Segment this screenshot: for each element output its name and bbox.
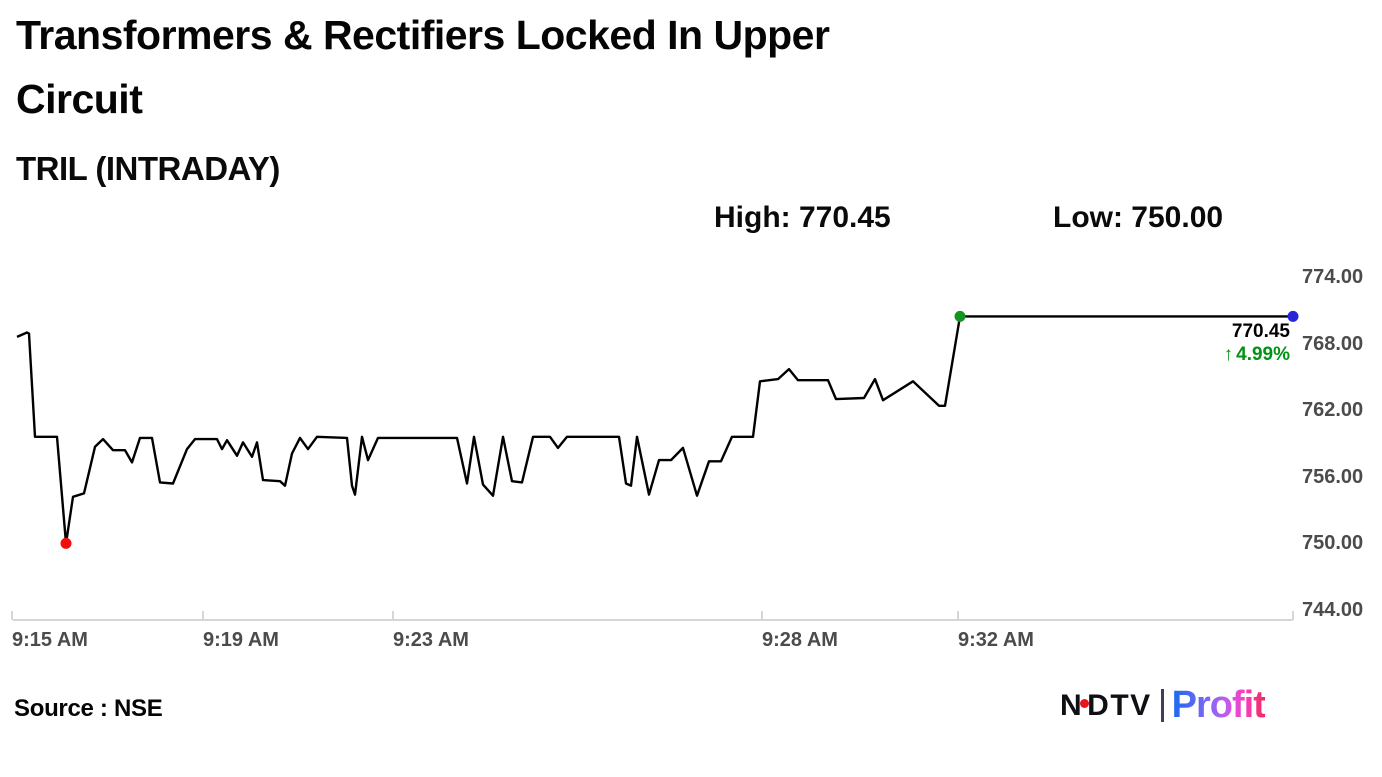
last-price-annotation: 770.45 ↑ 4.99% [1221,321,1290,364]
y-tick-label: 774.00 [1302,266,1364,288]
ndtv-letters-dtv: DTV [1087,688,1152,722]
page-title-line1: Transformers & Rectifiers Locked In Uppe… [16,12,830,58]
price-line [16,315,1293,545]
y-tick-label: 762.00 [1302,399,1364,422]
change-percent: 4.99% [1236,344,1290,365]
high-value-label: High: 770.45 [714,201,891,234]
last-point-marker [1287,310,1299,322]
logo-separator-bar [1160,689,1164,722]
ndtv-red-dot-icon [1080,699,1090,708]
page-title-line2: Circuit [16,76,143,122]
x-tick-label: 9:15 AM [12,629,88,651]
profit-wordmark: Profit [1171,684,1266,726]
source-attribution: Source : NSE [14,695,163,722]
x-tick-label: 9:19 AM [203,629,279,651]
chart-subtitle: TRIL (INTRADAY) [16,150,280,187]
y-tick-label: 756.00 [1302,465,1364,488]
x-tick-label: 9:28 AM [762,629,838,651]
y-tick-label: 768.00 [1302,332,1364,355]
x-tick-label: 9:23 AM [393,629,469,651]
up-arrow-icon: ↑ [1223,344,1234,365]
y-tick-label: 744.00 [1302,599,1364,621]
last-price-value: 770.45 [1221,321,1290,343]
low-point-marker [60,537,72,549]
upper-circuit-point-marker [954,310,966,322]
last-price-change: ↑ 4.99% [1222,345,1290,364]
low-value-label: Low: 750.00 [1053,201,1224,234]
ndtv-profit-logo: N DTV Profit [1060,684,1266,727]
ndtv-letter-n: N [1060,688,1084,722]
ndtv-wordmark: N DTV [1060,689,1152,723]
y-tick-label: 750.00 [1302,532,1364,555]
x-tick-label: 9:32 AM [958,629,1034,651]
